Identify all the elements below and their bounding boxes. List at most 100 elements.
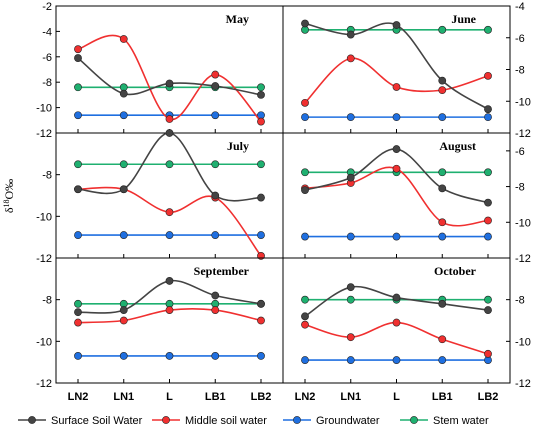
- data-point-groundwater: [165, 352, 174, 360]
- data-point-middle-soil-water: [484, 71, 492, 80]
- data-point-middle-soil-water: [74, 318, 82, 327]
- data-point-groundwater: [74, 352, 82, 360]
- legend-item-groundwater: Groundwater: [283, 415, 380, 427]
- y-tick-label: -8: [42, 77, 52, 89]
- data-point-stem-water: [438, 168, 447, 177]
- panel-title: May: [226, 12, 249, 26]
- data-point-groundwater: [74, 231, 82, 239]
- data-point-groundwater: [301, 232, 309, 241]
- data-point-stem-water: [438, 25, 447, 34]
- series-line-surface-soil-water: [304, 22, 489, 110]
- data-point-surface-soil-water: [211, 291, 220, 300]
- data-point-middle-soil-water: [484, 349, 492, 358]
- data-point-middle-soil-water: [392, 83, 401, 91]
- y-tick-label: -10: [515, 96, 531, 108]
- y-tick-label: -6: [42, 52, 52, 64]
- panel-august: -6 -8 -10 -12 August: [282, 132, 531, 265]
- panel-september: -8 -10 -12 September: [36, 257, 284, 390]
- legend-label: Surface Soil Water: [51, 415, 143, 427]
- y-tick-label: -8: [515, 65, 525, 77]
- data-point-middle-soil-water: [346, 54, 355, 63]
- panel-title: October: [434, 264, 477, 278]
- legend-label: Stem water: [433, 415, 489, 427]
- data-point-groundwater: [392, 232, 401, 241]
- data-point-stem-water: [257, 83, 265, 92]
- legend-swatch-marker: [28, 416, 36, 424]
- data-point-surface-soil-water: [211, 191, 220, 200]
- data-point-surface-soil-water: [257, 193, 265, 202]
- data-point-surface-soil-water: [484, 105, 492, 114]
- data-point-middle-soil-water: [257, 117, 265, 126]
- data-point-middle-soil-water: [438, 218, 447, 227]
- y-tick-label: -6: [515, 33, 525, 45]
- data-point-groundwater: [392, 113, 401, 122]
- y-tick-label: -10: [36, 211, 52, 223]
- data-point-surface-soil-water: [346, 283, 355, 292]
- x-tick-label: LB1: [432, 391, 453, 403]
- legend-label: Groundwater: [316, 415, 380, 427]
- data-point-surface-soil-water: [392, 21, 401, 29]
- data-point-groundwater: [484, 232, 492, 241]
- data-point-surface-soil-water: [392, 145, 401, 153]
- x-tick-label: L: [393, 391, 400, 403]
- data-point-groundwater: [119, 111, 128, 120]
- y-tick-label: -12: [36, 128, 52, 140]
- data-point-surface-soil-water: [74, 185, 82, 194]
- x-tick-label: LB2: [478, 391, 499, 403]
- x-tick-label: L: [166, 391, 173, 403]
- data-point-groundwater: [119, 352, 128, 360]
- x-axis: LN2 LN1 L LB1 LB2 LN2 LN1 L LB1 LB2: [68, 391, 499, 403]
- panel-july: -8 -10 -12 July: [36, 129, 284, 265]
- data-point-stem-water: [74, 83, 82, 92]
- data-point-groundwater: [392, 356, 401, 364]
- data-point-surface-soil-water: [301, 312, 309, 321]
- legend-item-stem-water: Stem water: [400, 415, 489, 427]
- data-point-surface-soil-water: [165, 129, 174, 137]
- x-tick-label: LN2: [295, 391, 316, 403]
- data-point-groundwater: [346, 356, 355, 364]
- data-point-surface-soil-water: [119, 89, 128, 98]
- data-point-surface-soil-water: [346, 30, 355, 39]
- data-point-surface-soil-water: [165, 277, 174, 285]
- legend-item-surface-soil-water: Surface Soil Water: [18, 415, 143, 427]
- y-tick-label: -12: [515, 128, 531, 140]
- data-point-middle-soil-water: [211, 70, 220, 79]
- data-point-middle-soil-water: [438, 335, 447, 344]
- legend-swatch-marker: [410, 416, 418, 424]
- data-point-stem-water: [484, 25, 492, 34]
- legend-label: Middle soil water: [185, 415, 267, 427]
- data-point-groundwater: [211, 111, 220, 120]
- x-tick-label: LB1: [205, 391, 226, 403]
- data-point-surface-soil-water: [438, 76, 447, 85]
- data-point-groundwater: [346, 113, 355, 122]
- data-point-stem-water: [165, 160, 174, 169]
- data-point-groundwater: [301, 113, 309, 122]
- data-point-stem-water: [346, 295, 355, 304]
- y-tick-label: -8: [515, 295, 525, 307]
- data-point-surface-soil-water: [301, 19, 309, 28]
- data-point-middle-soil-water: [392, 318, 401, 327]
- data-point-surface-soil-water: [74, 54, 82, 62]
- y-tick-label: -4: [515, 1, 525, 13]
- data-point-surface-soil-water: [257, 91, 265, 99]
- data-point-surface-soil-water: [484, 306, 492, 314]
- legend-item-middle-soil-water: Middle soil water: [152, 415, 267, 427]
- panel-may: -2 -4 -6 -8 -10 -12 May: [36, 1, 284, 140]
- y-tick-label: -10: [515, 336, 531, 348]
- series-line-middle-soil-water: [77, 186, 262, 257]
- panel-title: August: [439, 139, 476, 153]
- data-point-surface-soil-water: [301, 186, 309, 195]
- data-point-middle-soil-water: [74, 45, 82, 54]
- x-tick-label: LN1: [113, 391, 134, 403]
- data-point-middle-soil-water: [165, 115, 174, 123]
- panel-october: -8 -10 -12 October: [282, 257, 531, 390]
- data-point-middle-soil-water: [392, 164, 401, 173]
- y-tick-label: -10: [515, 217, 531, 229]
- y-axis-label: δ18O‰: [2, 179, 16, 213]
- data-point-surface-soil-water: [392, 293, 401, 302]
- y-tick-label: -12: [36, 253, 52, 265]
- data-point-groundwater: [438, 232, 447, 241]
- data-point-middle-soil-water: [346, 333, 355, 342]
- data-point-surface-soil-water: [438, 184, 447, 193]
